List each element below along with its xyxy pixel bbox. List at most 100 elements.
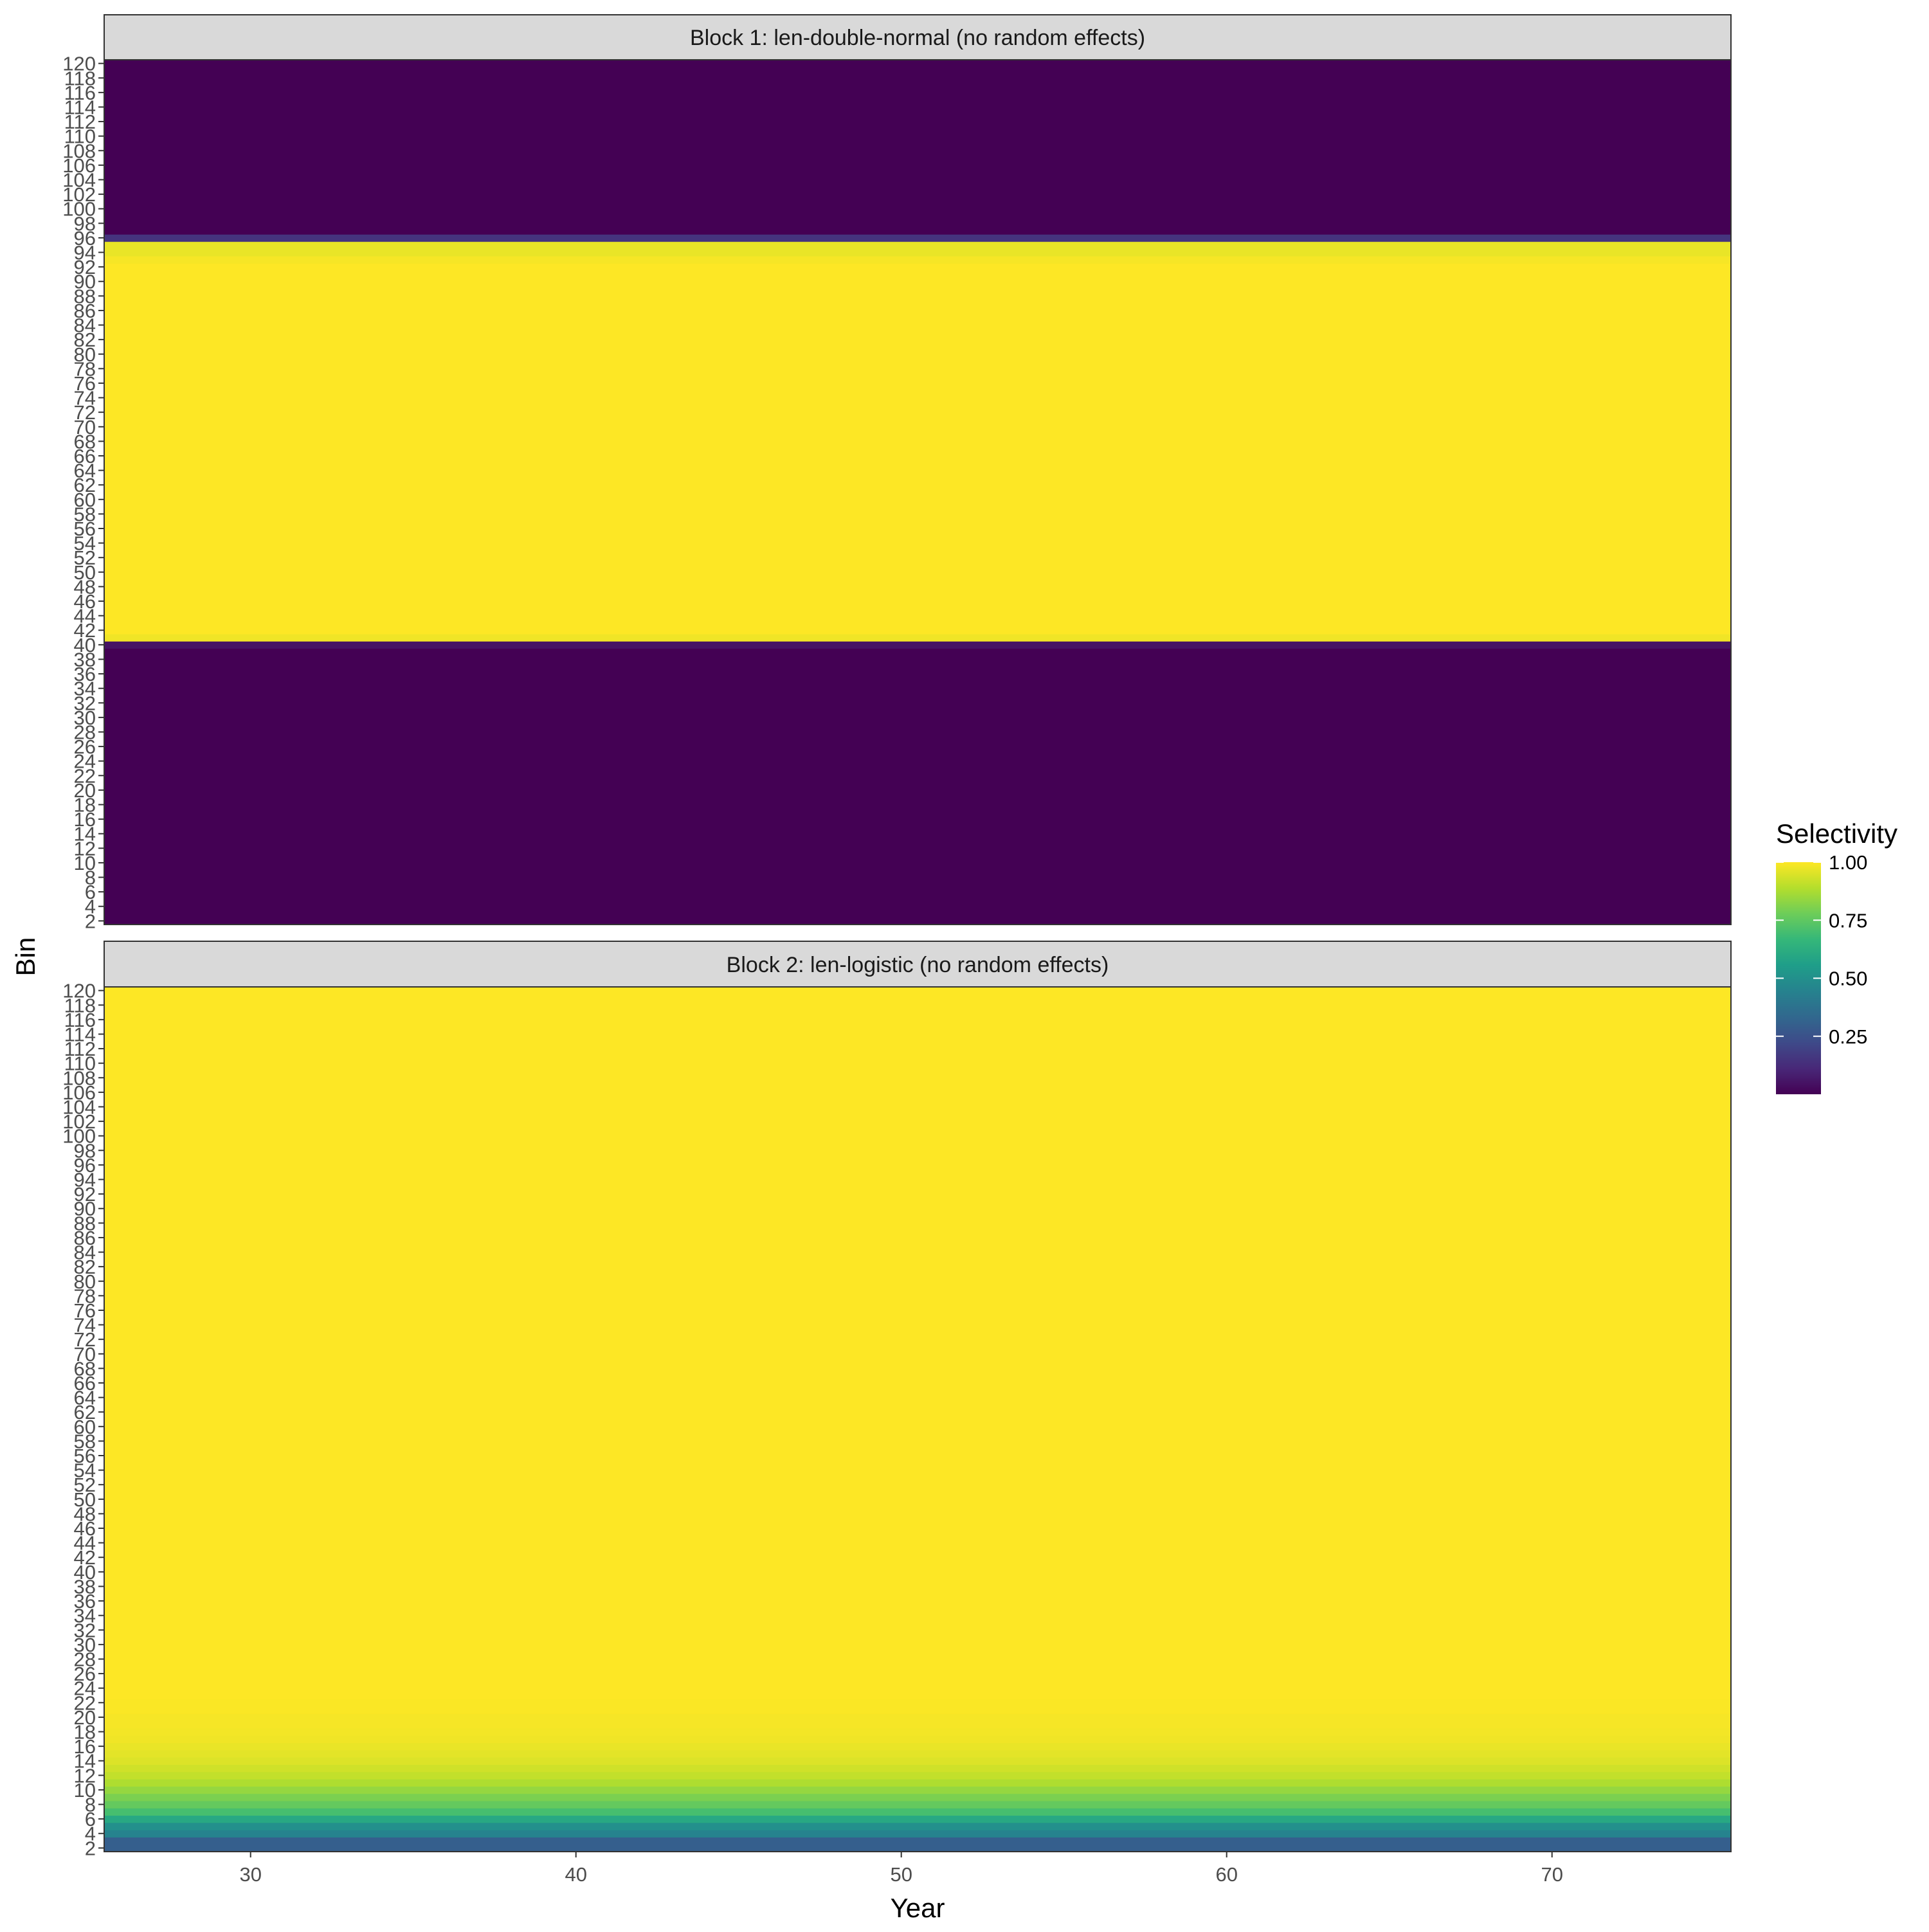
y-tick-label: 38 [74, 1575, 96, 1598]
y-tick-label: 82 [74, 1256, 96, 1278]
panel-2-cell-17 [104, 1699, 1731, 1714]
y-tick-label: 32 [74, 1619, 96, 1641]
y-tick-label: 24 [74, 750, 96, 773]
y-tick-label: 56 [74, 1445, 96, 1467]
y-tick-label: 24 [74, 1677, 96, 1700]
y-tick-label: 100 [62, 198, 96, 221]
y-tick-label: 20 [74, 1706, 96, 1729]
y-tick-label: 6 [85, 1808, 96, 1830]
legend-tick-label: 0.75 [1829, 909, 1867, 932]
y-tick-label: 118 [64, 67, 96, 89]
y-tick-label: 62 [74, 1401, 96, 1423]
panel-1-cell-7 [104, 60, 1731, 235]
y-tick-label: 90 [74, 1198, 96, 1220]
y-tick-label: 88 [74, 1212, 96, 1234]
y-tick-label: 14 [74, 1750, 96, 1773]
y-tick-label: 36 [74, 663, 96, 685]
y-tick-label: 116 [64, 82, 96, 104]
panel-2-cell-5 [104, 1800, 1731, 1809]
y-tick-label: 58 [74, 1430, 96, 1452]
y-tick-label: 70 [74, 416, 96, 438]
panel-2-cell-8 [104, 1778, 1731, 1787]
y-tick-label: 54 [74, 532, 96, 555]
y-tick-label: 10 [74, 852, 96, 874]
y-tick-label: 48 [74, 575, 96, 598]
y-tick-label: 78 [74, 1285, 96, 1307]
y-tick-label: 34 [74, 678, 96, 700]
y-tick-label: 66 [74, 1372, 96, 1395]
y-tick-label: 102 [62, 1110, 96, 1133]
y-tick-label: 20 [74, 779, 96, 802]
panel-2-cell-4 [104, 1808, 1731, 1816]
y-tick-label: 114 [64, 1023, 96, 1045]
y-tick-label: 10 [74, 1779, 96, 1801]
legend-tick-label: 0.50 [1829, 968, 1867, 990]
y-tick-label: 84 [74, 1241, 96, 1264]
y-tick-label: 46 [74, 1517, 96, 1540]
y-tick-label: 40 [74, 1561, 96, 1584]
y-tick-label: 72 [74, 1328, 96, 1351]
y-tick-label: 118 [64, 994, 96, 1016]
panel-1-y-axis: 2468101214161820222426283032343638404244… [62, 53, 104, 932]
panel-2-cell-15 [104, 1728, 1731, 1736]
y-tick-label: 22 [74, 764, 96, 787]
panel-2-cell-16 [104, 1713, 1731, 1729]
y-tick-label: 110 [64, 1052, 96, 1075]
y-tick-label: 54 [74, 1459, 96, 1482]
y-tick-label: 46 [74, 590, 96, 613]
panel-2-cell-11 [104, 1757, 1731, 1765]
y-tick-label: 104 [62, 168, 96, 191]
y-tick-label: 60 [74, 1416, 96, 1438]
panel-2-title: Block 2: len-logistic (no random effects… [727, 953, 1109, 977]
panel-1-cell-6 [104, 234, 1731, 242]
y-tick-label: 48 [74, 1503, 96, 1525]
y-tick-label: 68 [74, 430, 96, 453]
y-tick-label: 32 [74, 692, 96, 714]
y-tick-label: 2 [85, 910, 96, 932]
y-tick-label: 94 [74, 1169, 96, 1191]
y-tick-label: 42 [74, 1546, 96, 1569]
color-legend: Selectivity 0.25 0.50 0.75 1.00 [1776, 818, 1897, 1094]
y-tick-label: 22 [74, 1692, 96, 1714]
panel-1-cell-2 [104, 633, 1731, 642]
y-tick-label: 86 [74, 1227, 96, 1249]
y-tick-label: 92 [74, 256, 96, 278]
y-tick-label: 120 [62, 53, 96, 75]
panel-1-heatmap [104, 60, 1731, 925]
panel-1-strip [104, 14, 1732, 60]
panel-1-cell-4 [104, 256, 1731, 264]
y-tick-label: 16 [74, 808, 96, 831]
y-tick-label: 40 [74, 634, 96, 656]
y-tick-label: 52 [74, 1474, 96, 1496]
y-tick-label: 88 [74, 285, 96, 307]
y-tick-label: 18 [74, 1721, 96, 1744]
panel-2-cell-18 [104, 987, 1731, 1700]
panel-1-cell-3 [104, 263, 1731, 635]
legend-ticks: 0.25 0.50 0.75 1.00 [1776, 851, 1867, 1048]
y-tick-label: 86 [74, 300, 96, 322]
y-tick-label: 64 [74, 1387, 96, 1409]
y-tick-label: 76 [74, 372, 96, 395]
panel-1-title: Block 1: len-double-normal (no random ef… [690, 26, 1145, 50]
panel-2-cell-1 [104, 1830, 1731, 1837]
y-tick-label: 26 [74, 1663, 96, 1685]
panel-2-cell-6 [104, 1793, 1731, 1801]
y-tick-label: 12 [74, 837, 96, 860]
panel-2-border [104, 986, 1732, 1852]
y-tick-label: 80 [74, 343, 96, 366]
y-tick-label: 34 [74, 1605, 96, 1627]
y-tick-label: 80 [74, 1270, 96, 1293]
legend-title: Selectivity [1776, 818, 1897, 849]
y-tick-label: 4 [85, 1823, 96, 1845]
y-tick-label: 114 [64, 96, 96, 118]
y-tick-label: 108 [62, 140, 96, 162]
y-tick-label: 74 [74, 387, 96, 410]
y-tick-label: 50 [74, 1488, 96, 1511]
x-tick-label: 60 [1215, 1863, 1237, 1886]
y-tick-label: 106 [62, 154, 96, 177]
panel-1-cell-0 [104, 648, 1731, 925]
y-tick-label: 2 [85, 1837, 96, 1859]
y-tick-label: 84 [74, 314, 96, 337]
y-tick-label: 44 [74, 605, 96, 627]
